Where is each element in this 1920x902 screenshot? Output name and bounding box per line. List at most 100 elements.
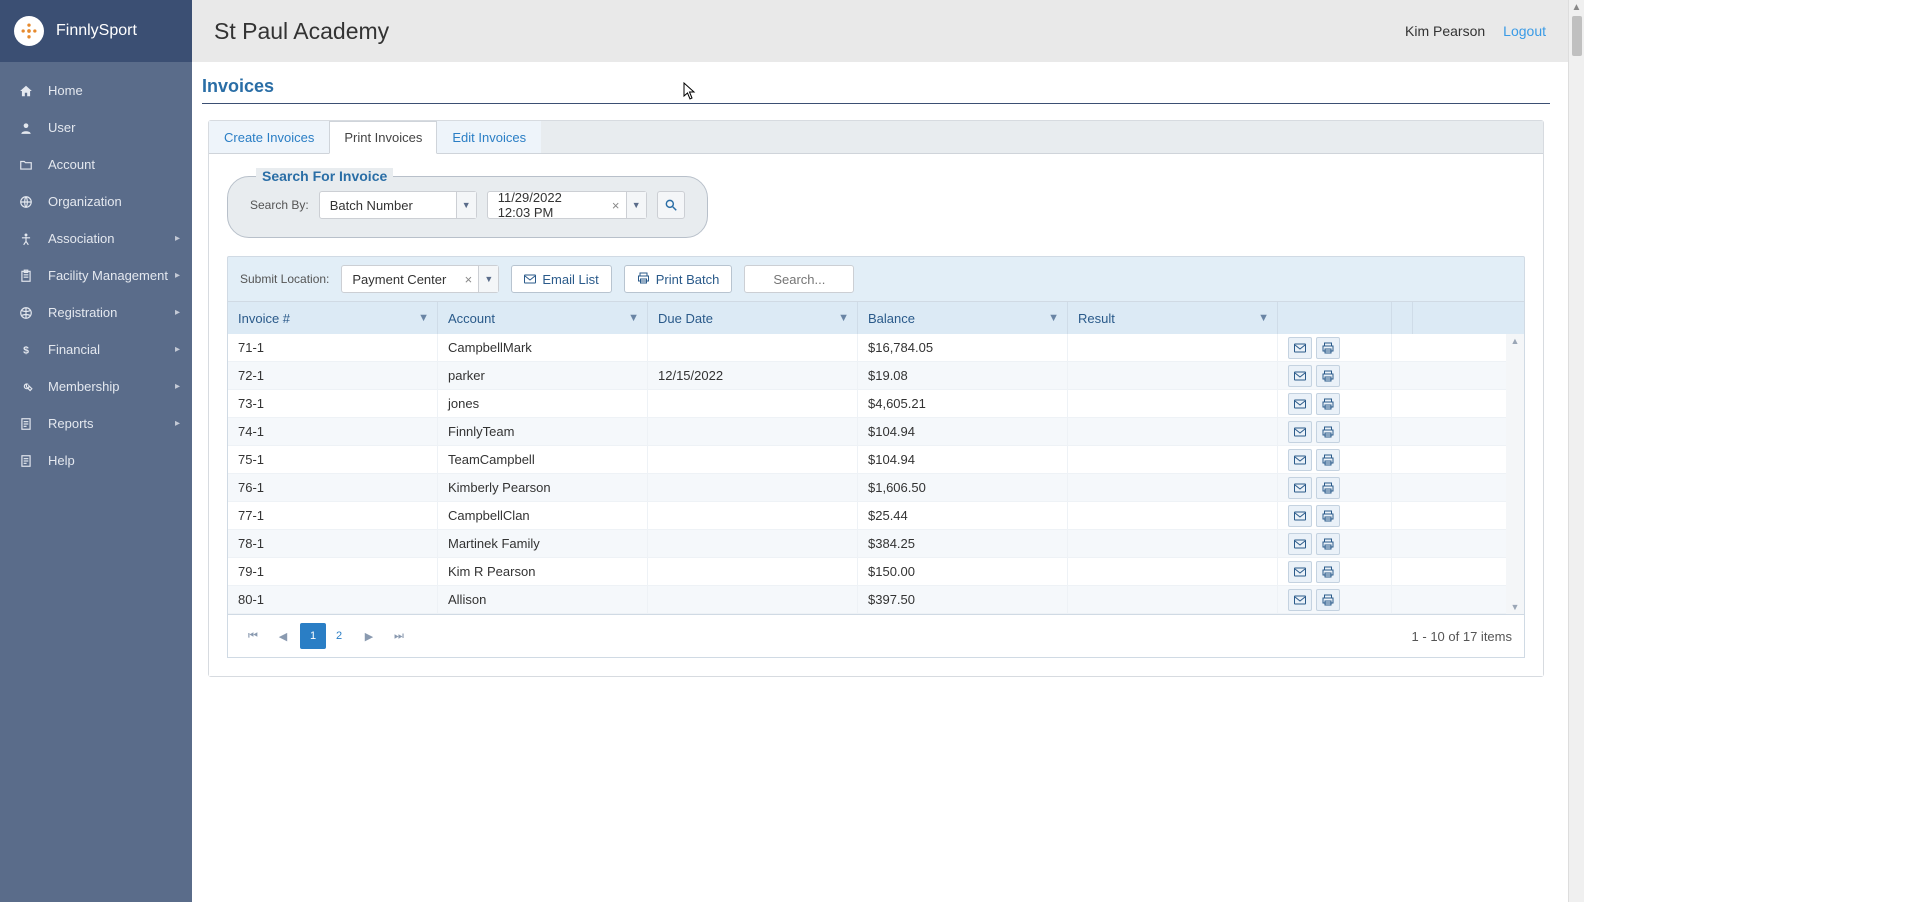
col-duedate[interactable]: Due Date▼: [648, 302, 858, 334]
sidebar-item-reports[interactable]: Reports▸: [0, 405, 192, 442]
table-row: 77-1CampbellClan$25.44: [228, 502, 1524, 530]
col-account[interactable]: Account▼: [438, 302, 648, 334]
scroll-down-icon[interactable]: ▼: [1511, 602, 1520, 612]
folder-icon: [18, 157, 34, 173]
chevron-down-icon[interactable]: ▼: [626, 192, 646, 218]
row-print-button[interactable]: [1316, 561, 1340, 583]
row-email-button[interactable]: [1288, 561, 1312, 583]
col-invoice[interactable]: Invoice #▼: [228, 302, 438, 334]
row-email-button[interactable]: [1288, 533, 1312, 555]
search-date-combo[interactable]: 11/29/2022 12:03 PM × ▼: [487, 191, 647, 219]
row-email-button[interactable]: [1288, 589, 1312, 611]
sidebar-item-facility-management[interactable]: Facility Management▸: [0, 257, 192, 294]
cell-duedate: [648, 502, 858, 529]
clear-icon[interactable]: ×: [458, 272, 478, 287]
sidebar-item-financial[interactable]: $Financial▸: [0, 331, 192, 368]
cell-account: Kim R Pearson: [438, 558, 648, 585]
cell-result: [1068, 474, 1278, 501]
home-icon: [18, 83, 34, 99]
pager-prev[interactable]: ◀: [270, 623, 296, 649]
sidebar-item-help[interactable]: Help: [0, 442, 192, 479]
brand-logo-icon: [14, 16, 44, 46]
submit-location-combo[interactable]: Payment Center × ▼: [341, 265, 499, 293]
dollar-icon: $: [18, 342, 34, 358]
row-email-button[interactable]: [1288, 393, 1312, 415]
row-print-button[interactable]: [1316, 421, 1340, 443]
scroll-up-icon[interactable]: ▲: [1511, 336, 1520, 346]
cell-account: TeamCampbell: [438, 446, 648, 473]
sidebar-item-organization[interactable]: Organization: [0, 183, 192, 220]
tab-edit-invoices[interactable]: Edit Invoices: [437, 121, 541, 153]
os-scrollbar[interactable]: ▲: [1568, 0, 1584, 902]
search-legend: Search For Invoice: [256, 168, 393, 184]
row-email-button[interactable]: [1288, 337, 1312, 359]
clear-icon[interactable]: ×: [606, 198, 626, 213]
row-print-button[interactable]: [1316, 533, 1340, 555]
row-email-button[interactable]: [1288, 365, 1312, 387]
chevron-right-icon: ▸: [175, 381, 180, 392]
cell-invoice: 76-1: [228, 474, 438, 501]
current-user: Kim Pearson: [1405, 23, 1485, 39]
filter-icon[interactable]: ▼: [1048, 312, 1059, 324]
sidebar-item-user[interactable]: User: [0, 109, 192, 146]
email-list-button[interactable]: Email List: [511, 265, 611, 293]
sidebar-item-label: Account: [48, 157, 95, 172]
row-print-button[interactable]: [1316, 589, 1340, 611]
pager: ⏮ ◀ 12 ▶ ⏭ 1 - 10 of 17 items: [227, 615, 1525, 658]
row-print-button[interactable]: [1316, 337, 1340, 359]
chevron-down-icon[interactable]: ▼: [478, 266, 498, 292]
print-batch-label: Print Batch: [656, 272, 720, 287]
search-button[interactable]: [657, 191, 685, 219]
sidebar-item-label: Registration: [48, 305, 117, 320]
row-email-button[interactable]: [1288, 477, 1312, 499]
row-print-button[interactable]: [1316, 449, 1340, 471]
sidebar-item-membership[interactable]: Membership▸: [0, 368, 192, 405]
chevron-right-icon: ▸: [175, 233, 180, 244]
filter-icon[interactable]: ▼: [1258, 312, 1269, 324]
doc-icon: [18, 453, 34, 469]
tab-create-invoices[interactable]: Create Invoices: [209, 121, 329, 153]
table-row: 79-1Kim R Pearson$150.00: [228, 558, 1524, 586]
pager-page-2[interactable]: 2: [326, 623, 352, 649]
sidebar-item-registration[interactable]: Registration▸: [0, 294, 192, 331]
cell-actions: [1278, 586, 1392, 613]
cell-result: [1068, 558, 1278, 585]
page-title: Invoices: [202, 76, 1550, 104]
logout-link[interactable]: Logout: [1503, 23, 1546, 39]
row-print-button[interactable]: [1316, 477, 1340, 499]
sidebar-item-account[interactable]: Account: [0, 146, 192, 183]
cell-account: parker: [438, 362, 648, 389]
filter-icon[interactable]: ▼: [418, 312, 429, 324]
row-email-button[interactable]: [1288, 505, 1312, 527]
row-email-button[interactable]: [1288, 449, 1312, 471]
row-email-button[interactable]: [1288, 421, 1312, 443]
cell-result: [1068, 334, 1278, 361]
pager-last[interactable]: ⏭: [386, 623, 412, 649]
cell-result: [1068, 586, 1278, 613]
person-arms-icon: [18, 231, 34, 247]
col-balance[interactable]: Balance▼: [858, 302, 1068, 334]
pager-next[interactable]: ▶: [356, 623, 382, 649]
tab-print-invoices[interactable]: Print Invoices: [329, 121, 437, 154]
pager-first[interactable]: ⏮: [240, 623, 266, 649]
print-batch-button[interactable]: Print Batch: [624, 265, 733, 293]
table-row: 78-1Martinek Family$384.25: [228, 530, 1524, 558]
row-print-button[interactable]: [1316, 505, 1340, 527]
row-print-button[interactable]: [1316, 393, 1340, 415]
grid-scrollbar[interactable]: ▲ ▼: [1506, 334, 1524, 614]
col-actions: [1278, 302, 1392, 334]
pager-page-1[interactable]: 1: [300, 623, 326, 649]
col-result[interactable]: Result▼: [1068, 302, 1278, 334]
chevron-down-icon[interactable]: ▼: [456, 192, 476, 218]
cell-account: Martinek Family: [438, 530, 648, 557]
table-row: 74-1FinnlyTeam$104.94: [228, 418, 1524, 446]
cell-invoice: 78-1: [228, 530, 438, 557]
grid-search-input[interactable]: [744, 265, 854, 293]
search-by-combo[interactable]: Batch Number ▼: [319, 191, 477, 219]
filter-icon[interactable]: ▼: [628, 312, 639, 324]
sidebar-item-home[interactable]: Home: [0, 72, 192, 109]
sidebar-item-association[interactable]: Association▸: [0, 220, 192, 257]
row-print-button[interactable]: [1316, 365, 1340, 387]
cell-actions: [1278, 474, 1392, 501]
filter-icon[interactable]: ▼: [838, 312, 849, 324]
